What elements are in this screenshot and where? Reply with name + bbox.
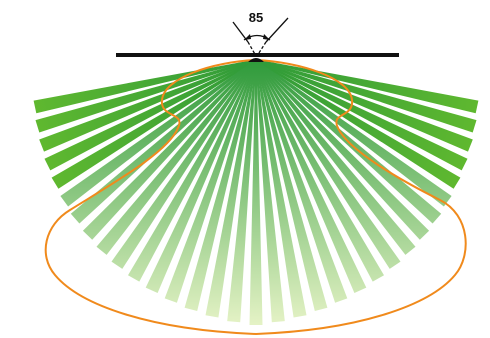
light-beam — [255, 59, 285, 323]
light-beam — [255, 59, 452, 207]
light-beam — [255, 59, 367, 293]
light-beam — [60, 59, 257, 207]
light-beam — [145, 59, 257, 293]
light-beam — [255, 59, 307, 318]
angle-line-right-dashed — [256, 41, 267, 57]
light-beam — [227, 59, 257, 323]
light-beam — [255, 59, 479, 114]
light-beam — [128, 59, 257, 282]
light-beam — [51, 59, 257, 189]
light-beam — [39, 59, 257, 152]
light-beam — [70, 59, 257, 224]
angle-arrow-left — [244, 34, 251, 40]
light-beam — [255, 59, 477, 133]
light-beam — [33, 59, 257, 114]
angle-label: 85 — [249, 10, 263, 25]
emitter — [248, 58, 264, 62]
light-beams — [33, 59, 479, 325]
beam-angle-marker — [232, 17, 289, 57]
light-beam — [82, 59, 257, 240]
distribution-outline — [44, 58, 467, 336]
light-beam — [255, 59, 473, 152]
light-beam — [255, 59, 348, 303]
light-beam — [164, 59, 257, 303]
light-beam — [255, 59, 384, 282]
light-beam — [255, 59, 328, 311]
light-beam — [255, 59, 430, 240]
light-beam — [111, 59, 257, 269]
angle-line-left-dashed — [247, 41, 257, 57]
angle-line-right — [265, 17, 289, 43]
light-beam — [255, 59, 461, 189]
light-beam — [255, 59, 401, 269]
light-beam — [205, 59, 257, 318]
light-beam — [249, 60, 263, 325]
light-beam — [184, 59, 257, 311]
light-beam — [96, 59, 257, 255]
light-beam — [44, 59, 257, 171]
light-beam — [255, 59, 468, 171]
angle-arrow-right — [263, 34, 270, 40]
light-beam — [35, 59, 257, 133]
light-beam — [255, 59, 416, 255]
